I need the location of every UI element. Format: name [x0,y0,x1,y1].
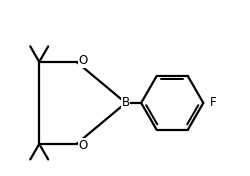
Text: F: F [210,96,216,109]
Text: O: O [79,54,88,67]
Text: B: B [122,96,130,109]
Text: O: O [79,139,88,152]
